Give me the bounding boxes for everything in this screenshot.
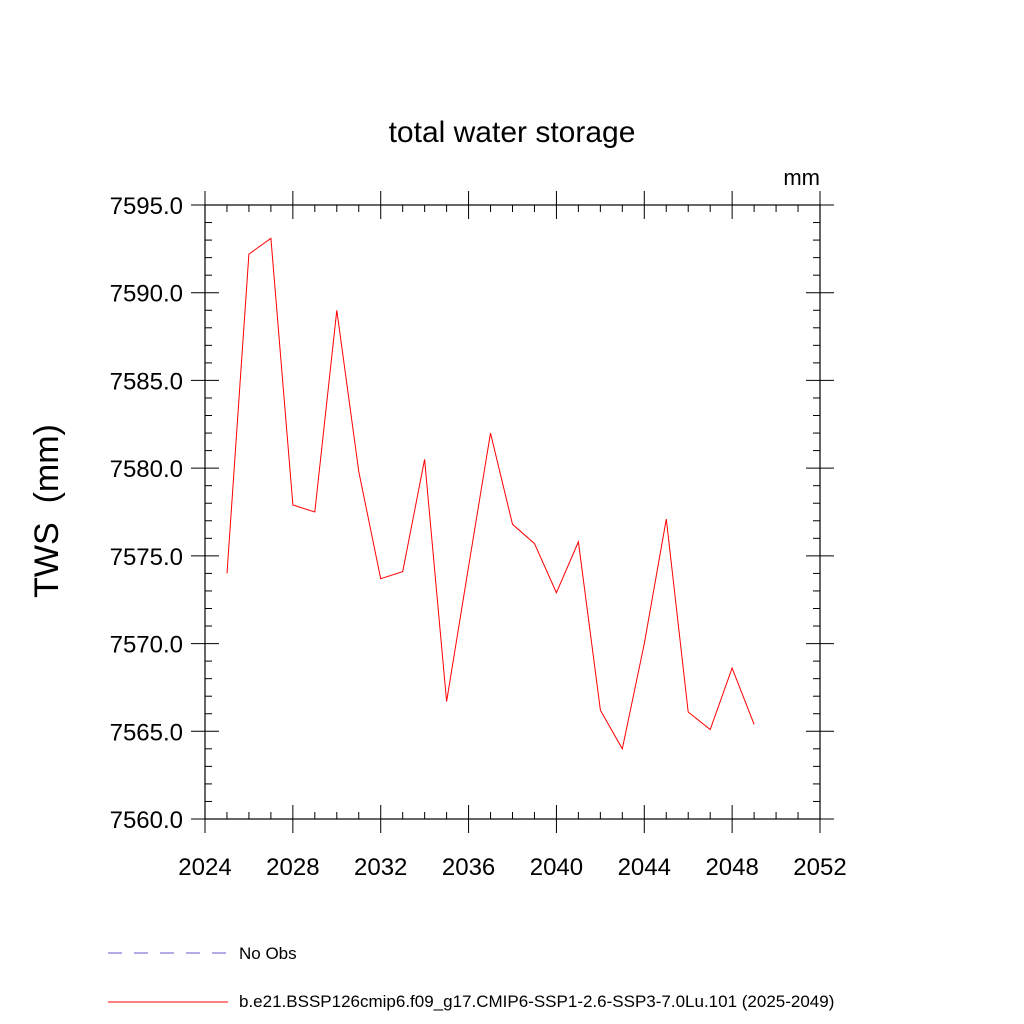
x-tick-label: 2028 [266, 854, 319, 881]
y-axis-label: TWS (mm) [28, 424, 66, 598]
y-tick-label: 7565.0 [110, 719, 183, 746]
y-tick-label: 7570.0 [110, 632, 183, 659]
x-tick-label: 2040 [530, 854, 583, 881]
legend-label-no-obs: No Obs [239, 944, 297, 963]
chart-title: total water storage [389, 116, 636, 149]
series-line [226, 237, 755, 751]
legend: No Obs b.e21.BSSP126cmip6.f09_g17.CMIP6-… [108, 944, 834, 1011]
y-tick-label: 7585.0 [110, 368, 183, 395]
series-layer [226, 237, 755, 751]
units-label: mm [783, 165, 820, 190]
y-tick-label: 7575.0 [110, 544, 183, 571]
y-tick-label: 7590.0 [110, 281, 183, 308]
y-tick-label: 7595.0 [110, 193, 183, 220]
y-tick-label: 7560.0 [110, 807, 183, 834]
plot-frame [204, 204, 821, 820]
x-tick-label: 2024 [178, 854, 231, 881]
x-tick-label: 2044 [618, 854, 671, 881]
x-tick-label: 2052 [793, 854, 846, 881]
x-tick-label: 2048 [705, 854, 758, 881]
x-tick-label: 2036 [442, 854, 495, 881]
legend-label-series: b.e21.BSSP126cmip6.f09_g17.CMIP6-SSP1-2.… [239, 992, 834, 1011]
y-tick-label: 7580.0 [110, 456, 183, 483]
x-tick-label: 2032 [354, 854, 407, 881]
axis-ticks [191, 191, 834, 833]
tick-labels: 2024 2028 2032 2036 2040 2044 2048 2052 7560.0 75… [110, 193, 847, 881]
